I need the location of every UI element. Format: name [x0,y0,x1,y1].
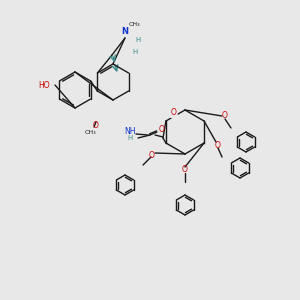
Text: HO: HO [38,80,50,89]
Text: CH₃: CH₃ [84,130,96,134]
Text: O: O [182,166,188,175]
Text: O: O [149,151,155,160]
Text: O: O [215,140,221,149]
Text: O: O [171,108,177,117]
Text: N: N [122,28,128,37]
Text: O: O [93,121,99,130]
Text: H: H [132,49,138,55]
Text: O: O [222,110,228,119]
Text: H: H [135,37,141,43]
Text: H: H [128,135,133,141]
Text: NH: NH [124,128,136,136]
Text: O: O [159,125,165,134]
Text: CH₃: CH₃ [128,22,140,26]
